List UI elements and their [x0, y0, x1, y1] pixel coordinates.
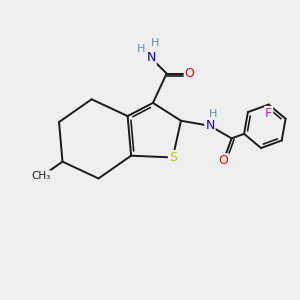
- Text: S: S: [169, 151, 177, 164]
- Text: H: H: [151, 38, 160, 48]
- Text: N: N: [146, 51, 156, 64]
- Text: O: O: [185, 67, 194, 80]
- Text: H: H: [209, 109, 217, 119]
- Text: N: N: [205, 119, 214, 132]
- Text: O: O: [219, 154, 229, 167]
- Text: CH₃: CH₃: [31, 171, 50, 181]
- Text: H: H: [136, 44, 145, 54]
- Text: F: F: [265, 107, 272, 120]
